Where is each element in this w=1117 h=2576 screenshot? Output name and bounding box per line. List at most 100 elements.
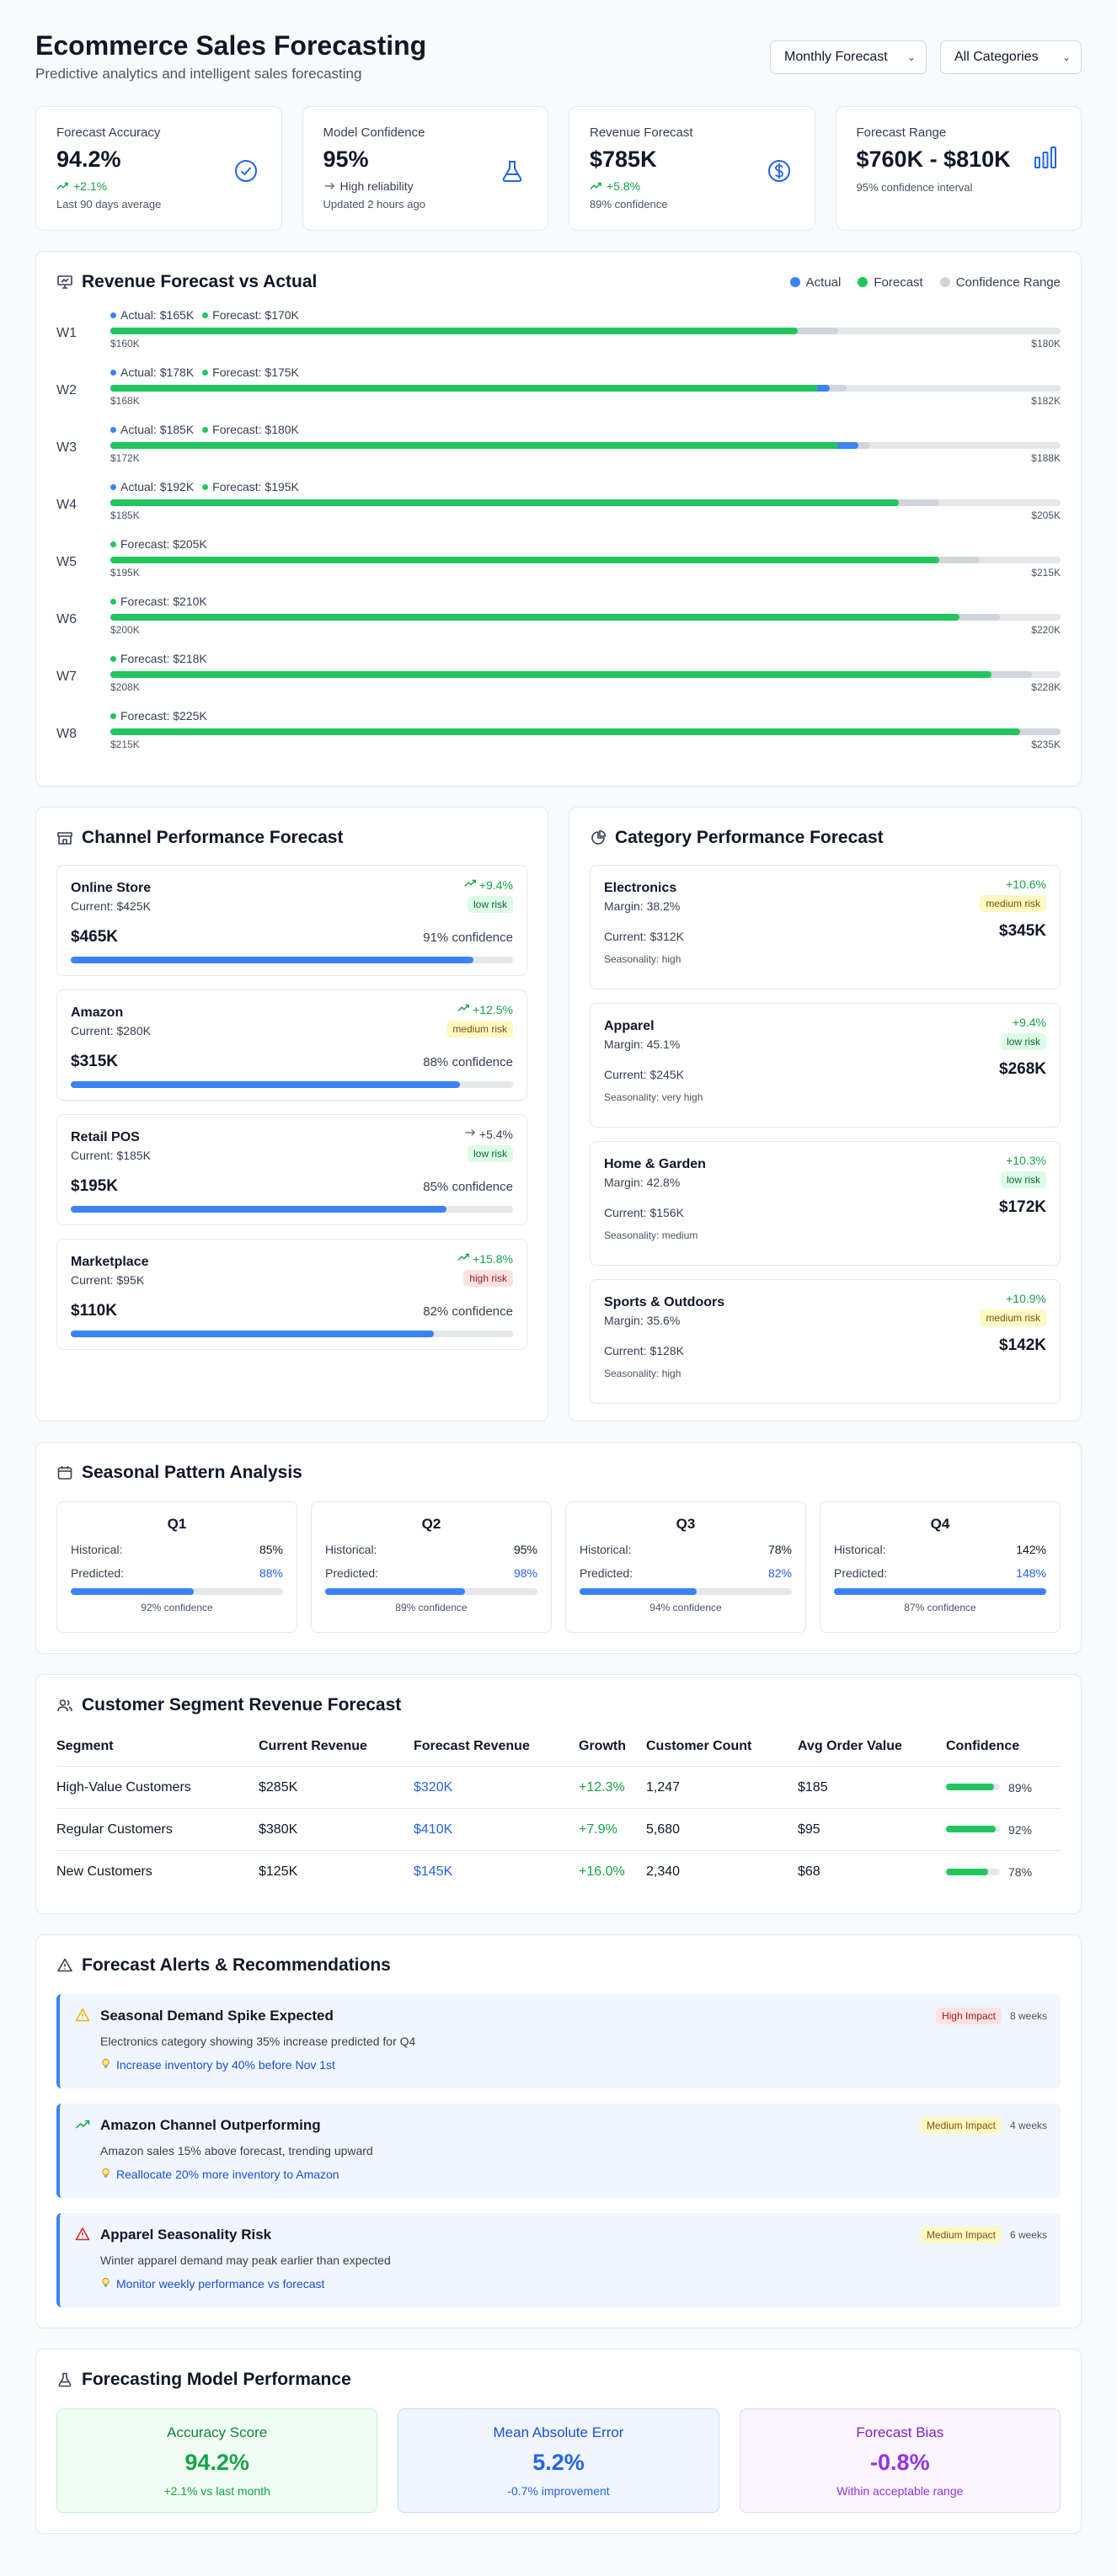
channel-forecast-value: $195K (71, 1177, 118, 1195)
column-header: Customer Count (646, 1739, 798, 1767)
section-title: Category Performance Forecast (615, 828, 884, 847)
impact-badge: High Impact (935, 2007, 1002, 2024)
customer-count: 1,247 (646, 1766, 798, 1809)
arrow-right-icon (324, 183, 334, 189)
risk-badge: high risk (463, 1270, 513, 1287)
current-revenue: $125K (259, 1864, 298, 1879)
confidence-bar-fill (71, 1206, 447, 1213)
column-header: Forecast Revenue (414, 1739, 579, 1767)
historical-value: 142% (1016, 1543, 1046, 1556)
recommendation-text: Reallocate 20% more inventory to Amazon (116, 2167, 339, 2181)
confidence-value: 78% (1008, 1864, 1033, 1879)
forecast-alerts-panel: Forecast Alerts & Recommendations Season… (35, 1933, 1082, 2328)
confidence-bar-fill (946, 1784, 994, 1791)
channel-card: Retail POS Current: $185K +5.4% low risk $19… (56, 1114, 527, 1225)
forecast-dot (202, 483, 209, 490)
forecast-dot (110, 598, 116, 605)
segment-table: Segment Current Revenue Forecast Revenue Gr… (56, 1739, 1061, 1893)
channel-growth: +12.5% (473, 1002, 513, 1016)
channel-card: Marketplace Current: $95K +15.8% high risk $… (56, 1239, 527, 1350)
forecast-revenue: $320K (414, 1766, 579, 1809)
predicted-bar (580, 1588, 792, 1595)
predicted-bar (71, 1588, 283, 1595)
confidence-bar-fill (71, 1081, 460, 1088)
forecast-value-label: Forecast: $180K (202, 423, 299, 436)
actual-dot (110, 426, 116, 433)
flask-icon (58, 2372, 72, 2387)
forecast-value-label: Forecast: $170K (202, 308, 299, 322)
historical-label: Historical: (580, 1543, 632, 1556)
channel-current: Current: $425K (71, 899, 151, 913)
predicted-label: Predicted: (325, 1566, 379, 1580)
range-low-label: $195K (110, 567, 140, 579)
category-seasonality: Seasonality: high (604, 953, 681, 965)
revenue-track (110, 499, 1061, 506)
kpi-revenue-forecast: Revenue Forecast $785K +5.8% 89% confide… (569, 106, 815, 231)
risk-badge: medium risk (980, 1309, 1046, 1326)
period-select[interactable]: Monthly Forecast ⌄ (770, 40, 927, 74)
revenue-chart: W1 Actual: $165K Forecast: $170K $160K $180K… (56, 307, 1061, 765)
predicted-value: 148% (1016, 1566, 1046, 1580)
predicted-value: 82% (767, 1566, 792, 1580)
confidence-bar (946, 1826, 1000, 1833)
forecast-value-label: Forecast: $195K (202, 480, 299, 493)
alert-recommendation: Reallocate 20% more inventory to Amazon (100, 2168, 1047, 2181)
category-margin: Margin: 35.6% (604, 1314, 681, 1327)
channel-growth: +15.8% (473, 1251, 513, 1266)
category-select-value: All Categories (954, 50, 1039, 64)
confidence-cell: 78% (946, 1851, 1061, 1893)
revenue-track (110, 328, 1061, 334)
category-current: Current: $156K (604, 1206, 684, 1219)
range-high-label: $188K (1031, 452, 1061, 464)
segment-name: New Customers (56, 1864, 152, 1879)
avg-order-value: $68 (798, 1864, 820, 1879)
confidence-bar-fill (71, 1331, 434, 1337)
growth-value: +12.3% (579, 1766, 646, 1809)
range-high-label: $235K (1031, 739, 1061, 750)
predicted-value: 88% (259, 1566, 283, 1580)
actual-value-label: Actual: $192K (110, 480, 194, 493)
forecast-bar (110, 442, 838, 449)
kpi-value: $785K (590, 147, 657, 172)
actual-dot (110, 312, 116, 318)
historical-label: Historical: (71, 1543, 123, 1556)
channel-forecast-value: $465K (71, 928, 118, 946)
week-label: W5 (56, 555, 77, 569)
week-label: W3 (56, 440, 77, 455)
historical-value: 95% (513, 1543, 537, 1556)
warning-icon (75, 2008, 90, 2023)
forecast-bar (110, 728, 1020, 735)
legend-forecast: Forecast (858, 275, 923, 290)
metric-value: -0.8% (870, 2449, 930, 2475)
category-name: Sports & Outdoors (604, 1295, 725, 1309)
quarter-title: Q1 (167, 1516, 187, 1532)
metric-label: Mean Absolute Error (493, 2424, 624, 2440)
alert-triangle-icon (75, 2227, 90, 2242)
alert-description: Winter apparel demand may peak earlier t… (100, 2253, 391, 2267)
predicted-bar-fill (325, 1588, 466, 1595)
segment-name: Regular Customers (56, 1808, 259, 1851)
quarter-title: Q3 (676, 1516, 696, 1532)
channel-growth: +5.4% (478, 1127, 513, 1141)
forecast-bias-card: Forecast Bias -0.8% Within acceptable ra… (739, 2408, 1061, 2513)
category-seasonality: Seasonality: medium (604, 1229, 698, 1241)
table-row: New Customers $125K $145K +16.0% 2,340 $68 78% (56, 1851, 1061, 1893)
revenue-week-row: W1 Actual: $165K Forecast: $170K $160K $180K (56, 307, 1061, 365)
category-select[interactable]: All Categories ⌄ (940, 40, 1082, 74)
column-header: Current Revenue (259, 1739, 414, 1767)
kpi-forecast-range: Forecast Range $760K - $810K 95% confide… (835, 106, 1082, 231)
channel-name: Marketplace (71, 1255, 149, 1269)
category-forecast-value: $345K (999, 922, 1046, 940)
week-label: W7 (56, 669, 77, 684)
range-low-label: $168K (110, 395, 140, 407)
alert-title: Seasonal Demand Spike Expected (100, 2007, 334, 2024)
week-label: W6 (56, 612, 77, 627)
alert-title: Amazon Channel Outperforming (100, 2116, 321, 2133)
category-growth: +10.6% (1006, 877, 1046, 891)
category-forecast-value: $172K (999, 1198, 1046, 1216)
kpi-change: +5.8% (607, 179, 641, 193)
actual-value-label: Actual: $165K (110, 308, 194, 322)
week-label: W1 (56, 326, 77, 340)
category-current: Current: $128K (604, 1344, 684, 1357)
